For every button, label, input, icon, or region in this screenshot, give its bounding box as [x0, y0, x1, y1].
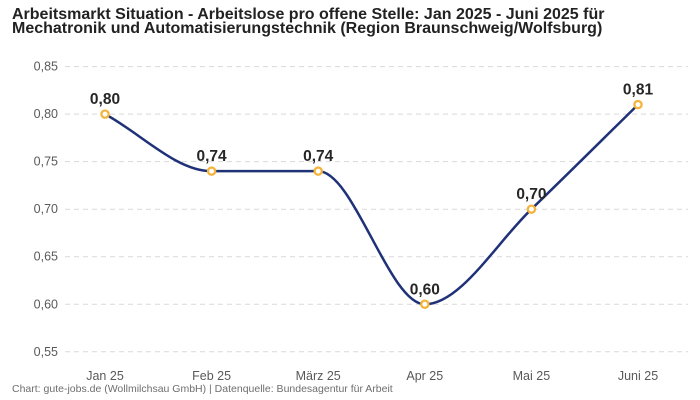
svg-text:0,70: 0,70 [34, 202, 58, 216]
svg-text:0,70: 0,70 [516, 186, 546, 203]
svg-text:Juni 25: Juni 25 [618, 369, 658, 383]
svg-text:Mai 25: Mai 25 [513, 369, 551, 383]
svg-text:0,75: 0,75 [34, 155, 58, 169]
svg-text:0,65: 0,65 [34, 250, 58, 264]
svg-text:0,74: 0,74 [303, 148, 334, 165]
svg-text:0,60: 0,60 [34, 297, 58, 311]
svg-text:0,60: 0,60 [410, 281, 440, 298]
svg-text:März 25: März 25 [296, 369, 341, 383]
svg-text:Apr 25: Apr 25 [406, 369, 443, 383]
svg-text:0,85: 0,85 [34, 60, 58, 74]
svg-text:Feb 25: Feb 25 [192, 369, 231, 383]
svg-text:0,80: 0,80 [34, 107, 58, 121]
svg-text:0,80: 0,80 [90, 91, 120, 108]
svg-text:0,81: 0,81 [623, 82, 654, 99]
svg-text:0,55: 0,55 [34, 345, 58, 359]
svg-text:Jan 25: Jan 25 [86, 369, 124, 383]
svg-text:0,74: 0,74 [197, 148, 228, 165]
